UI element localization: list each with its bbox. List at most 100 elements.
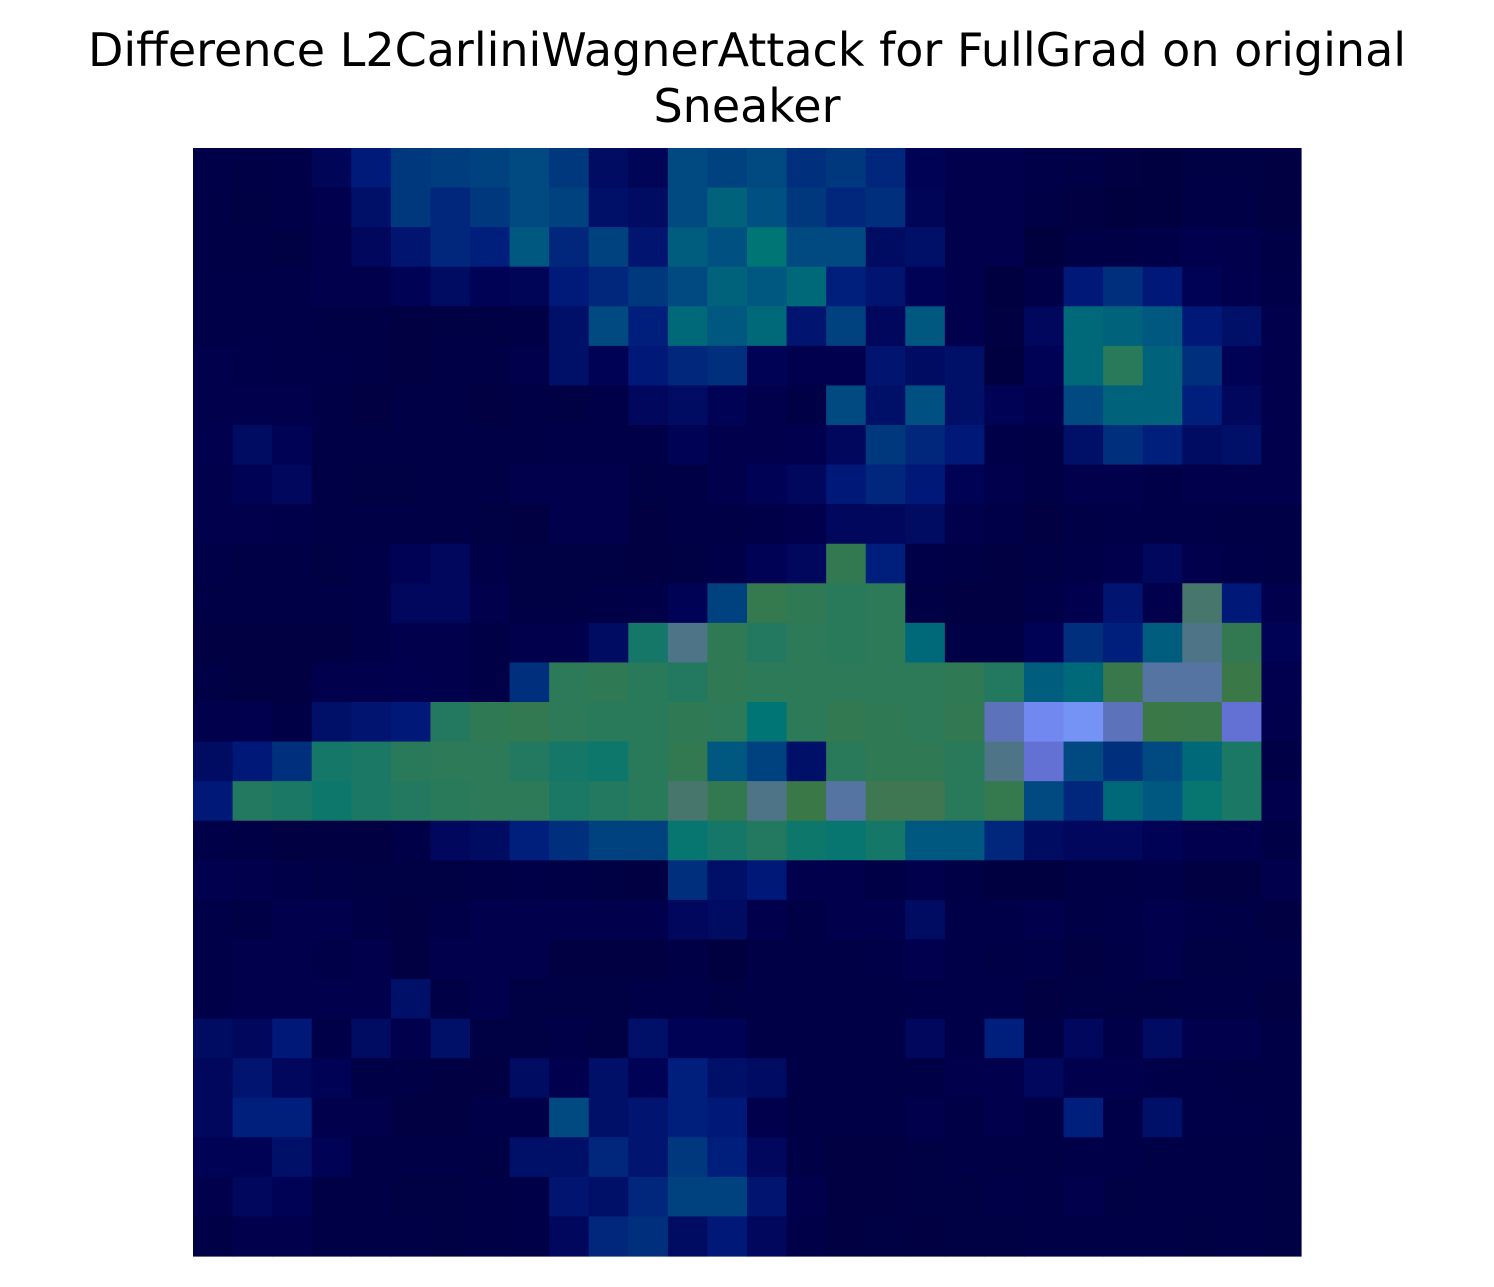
heatmap-cell (430, 939, 471, 980)
heatmap-cell (826, 1058, 867, 1099)
heatmap-cell (193, 662, 234, 703)
heatmap-cell (1024, 622, 1065, 664)
heatmap-cell (351, 979, 392, 1020)
heatmap-cell (549, 187, 590, 228)
heatmap-cell (826, 306, 867, 347)
heatmap-cell (1182, 1018, 1223, 1059)
heatmap-cell (232, 583, 273, 624)
heatmap-cell (905, 979, 946, 1020)
heatmap-cell (786, 1137, 827, 1178)
heatmap-cell (1221, 425, 1263, 466)
heatmap-cell (272, 939, 313, 980)
heatmap-cell (1063, 227, 1104, 268)
heatmap-cell (1221, 899, 1263, 941)
heatmap-cell (351, 187, 392, 228)
heatmap-cell (865, 781, 906, 822)
heatmap-cell (1024, 939, 1065, 980)
heatmap-cell (390, 464, 432, 505)
heatmap-cell (1063, 939, 1104, 980)
heatmap-cell (747, 622, 788, 664)
heatmap-cell (1142, 939, 1183, 980)
heatmap-cell (1063, 504, 1104, 545)
heatmap-cell (232, 1058, 273, 1099)
heatmap-cell (390, 1137, 432, 1178)
heatmap-cell (272, 148, 313, 189)
heatmap-cell (826, 148, 867, 189)
heatmap-cell (1182, 1058, 1223, 1099)
heatmap-cell (905, 504, 946, 545)
heatmap-cell (588, 662, 629, 703)
heatmap-cell (509, 385, 550, 426)
heatmap-cell (747, 345, 788, 387)
heatmap-cell (1103, 266, 1144, 307)
heatmap-cell (311, 1176, 352, 1218)
heatmap-cell (430, 345, 471, 387)
heatmap-cell (272, 1058, 313, 1099)
heatmap-cell (232, 543, 273, 584)
heatmap-cell (351, 345, 392, 387)
heatmap-cell (707, 266, 748, 307)
heatmap-cell (272, 1018, 313, 1059)
heatmap-cell (390, 820, 432, 861)
heatmap-cell (905, 781, 946, 822)
heatmap-cell (509, 860, 550, 901)
heatmap-cell (667, 1137, 709, 1178)
heatmap-cell (390, 702, 432, 743)
heatmap-cell (667, 227, 709, 268)
heatmap-cell (667, 187, 709, 228)
heatmap-cell (1142, 702, 1183, 743)
heatmap-cell (707, 385, 748, 426)
heatmap-cell (944, 583, 986, 624)
heatmap-cell (430, 1058, 471, 1099)
heatmap-cell (984, 1137, 1025, 1178)
heatmap-cell (786, 979, 827, 1020)
heatmap-cell (905, 622, 946, 664)
heatmap-cell (667, 425, 709, 466)
heatmap-cell (272, 1097, 313, 1138)
heatmap-cell (1182, 1137, 1223, 1178)
heatmap-cell (272, 741, 313, 782)
heatmap-cell (390, 306, 432, 347)
heatmap-cell (1103, 1216, 1144, 1257)
heatmap-cell (826, 543, 867, 584)
heatmap-cell (1063, 543, 1104, 584)
heatmap-cell (351, 464, 392, 505)
heatmap-cell (232, 464, 273, 505)
heatmap-cell (193, 820, 234, 861)
heatmap-cell (1103, 702, 1144, 743)
heatmap-cell (707, 1216, 748, 1257)
heatmap-cell (905, 741, 946, 782)
heatmap-cell (549, 266, 590, 307)
heatmap-cell (865, 899, 906, 941)
heatmap-cell (232, 899, 273, 941)
heatmap-cell (826, 464, 867, 505)
heatmap-cell (232, 227, 273, 268)
heatmap-cell (193, 1216, 234, 1257)
heatmap-cell (1182, 543, 1223, 584)
heatmap-cell (470, 899, 511, 941)
heatmap-cell (193, 583, 234, 624)
heatmap-cell (272, 187, 313, 228)
heatmap-cell (826, 1097, 867, 1138)
heatmap-cell (509, 1137, 550, 1178)
heatmap-cell (588, 227, 629, 268)
heatmap-cell (984, 345, 1025, 387)
heatmap-cell (549, 385, 590, 426)
heatmap-cell (707, 464, 748, 505)
heatmap-cell (549, 1216, 590, 1257)
heatmap-cell (311, 543, 352, 584)
heatmap-cell (390, 1058, 432, 1099)
heatmap-cell (1103, 583, 1144, 624)
heatmap-cell (826, 622, 867, 664)
heatmap-cell (1142, 345, 1183, 387)
heatmap-cell (311, 345, 352, 387)
heatmap-cell (509, 464, 550, 505)
heatmap-cell (430, 860, 471, 901)
heatmap-cell (311, 148, 352, 189)
heatmap-cell (549, 1137, 590, 1178)
heatmap-cell (1024, 504, 1065, 545)
heatmap-cell (1182, 979, 1223, 1020)
heatmap-cell (311, 979, 352, 1020)
heatmap-cell (865, 939, 906, 980)
heatmap-cell (193, 464, 234, 505)
